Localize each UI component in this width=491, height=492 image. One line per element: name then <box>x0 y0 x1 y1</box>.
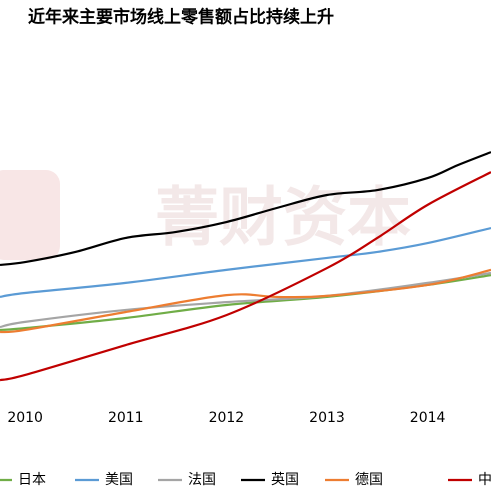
line <box>0 151 491 267</box>
watermark-logo <box>0 170 60 260</box>
line <box>0 268 491 334</box>
x-tick-label: 2014 <box>410 410 446 426</box>
x-tick-label: 2011 <box>108 410 144 426</box>
legend-label: 美国 <box>105 472 133 488</box>
watermark: 菁财资本 <box>155 182 411 256</box>
chart-title: 近年来主要市场线上零售额占比持续上升 <box>28 7 334 28</box>
legend-label: 中 <box>478 472 491 488</box>
x-tick-label: 2010 <box>7 410 43 426</box>
line <box>0 226 491 299</box>
legend-label: 日本 <box>18 472 46 488</box>
line <box>0 271 491 329</box>
legend-label: 英国 <box>271 471 299 488</box>
x-tick-label: 2012 <box>209 410 245 426</box>
legend-label: 法国 <box>188 472 216 488</box>
x-tick-label: 2013 <box>309 410 345 426</box>
line <box>0 171 491 382</box>
legend-label: 德国 <box>355 472 383 488</box>
